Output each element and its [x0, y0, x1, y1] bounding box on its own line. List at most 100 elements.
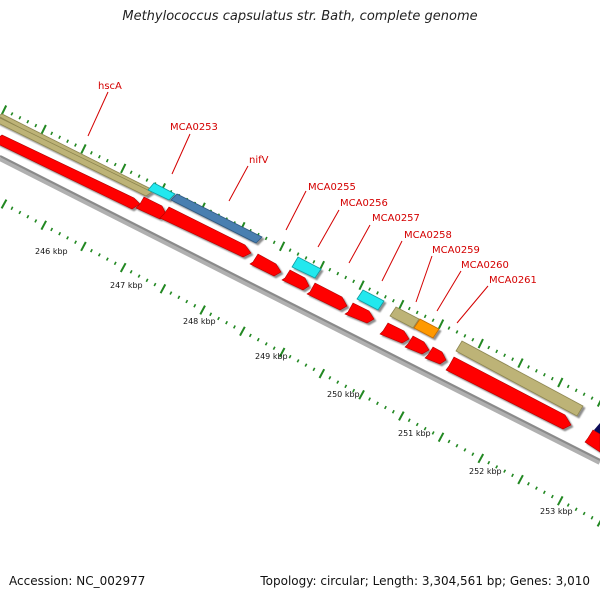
minor-tick — [463, 334, 467, 338]
minor-tick — [304, 256, 308, 260]
minor-tick — [209, 312, 213, 317]
minor-tick — [344, 275, 348, 280]
feature-MCA0255-cyan[interactable] — [291, 256, 322, 279]
minor-tick — [169, 291, 173, 295]
scale-label-249: 249 kbp — [255, 352, 288, 361]
minor-tick — [248, 333, 252, 338]
feature-MCA0253-cyan[interactable] — [147, 182, 176, 201]
scale-labels: 246 kbp 247 kbp 248 kbp 249 kbp 250 kbp … — [35, 247, 573, 516]
minor-tick — [137, 274, 141, 278]
gene-label-MCA0261[interactable]: MCA0261 — [489, 275, 537, 286]
cds-arrow-10[interactable] — [424, 346, 447, 365]
minor-tick — [566, 503, 570, 507]
minor-tick — [296, 252, 300, 256]
minor-tick — [18, 210, 22, 215]
minor-tick — [471, 337, 475, 342]
feature-MCA0257-cyan[interactable] — [356, 289, 385, 311]
major-tick — [398, 411, 405, 421]
gene-label-nifV[interactable]: nifV — [249, 155, 269, 166]
cds-arrow-7[interactable] — [344, 302, 375, 324]
major-tick — [159, 283, 167, 294]
minor-tick — [145, 178, 149, 182]
gene-label-MCA0255[interactable]: MCA0255 — [308, 182, 356, 193]
minor-tick — [566, 384, 570, 389]
minor-tick — [415, 310, 419, 315]
cds-arrow-12[interactable] — [584, 429, 600, 453]
lower-tick-scale — [0, 199, 600, 527]
minor-tick — [407, 418, 411, 423]
gene-label-MCA0258[interactable]: MCA0258 — [404, 230, 452, 241]
minor-tick — [336, 271, 340, 276]
minor-tick — [113, 261, 117, 266]
minor-tick — [97, 253, 101, 257]
minor-tick — [74, 240, 78, 244]
minor-tick — [288, 248, 292, 252]
minor-tick — [344, 384, 348, 389]
minor-tick — [582, 392, 586, 397]
feature-tan-bar[interactable] — [0, 117, 153, 197]
cds-arrow-5[interactable] — [281, 269, 310, 291]
minor-tick — [26, 214, 30, 219]
minor-tick — [232, 325, 236, 329]
minor-tick — [288, 354, 292, 359]
minor-tick — [511, 473, 515, 478]
gene-label-MCA0260[interactable]: MCA0260 — [461, 260, 509, 271]
minor-tick — [18, 115, 22, 120]
major-tick — [0, 105, 8, 115]
minor-tick — [34, 219, 38, 223]
minor-tick — [89, 151, 93, 155]
minor-tick — [511, 357, 515, 361]
cds-arrow-3[interactable] — [159, 206, 252, 258]
major-tick — [80, 241, 87, 252]
label-leaders — [87, 91, 489, 324]
feature-MCA0259-orange[interactable] — [413, 318, 440, 339]
gene-label-MCA0257[interactable]: MCA0257 — [372, 213, 420, 224]
genome-summary-text: Topology: circular; Length: 3,304,561 bp… — [260, 574, 590, 588]
minor-tick — [534, 369, 538, 373]
major-tick — [279, 241, 286, 252]
cds-arrow-8[interactable] — [379, 322, 410, 344]
major-tick — [477, 453, 485, 464]
minor-tick — [113, 162, 117, 167]
gene-label-MCA0259[interactable]: MCA0259 — [432, 245, 480, 256]
feature-MCA0258-tan[interactable] — [389, 306, 420, 329]
minor-tick — [312, 260, 316, 264]
minor-tick — [431, 431, 435, 435]
minor-tick — [495, 465, 499, 469]
cds-arrow-4[interactable] — [249, 253, 282, 277]
minor-tick — [145, 278, 149, 283]
feature-navy[interactable] — [594, 423, 600, 436]
minor-tick — [368, 287, 372, 291]
gene-label-MCA0253[interactable]: MCA0253 — [170, 122, 218, 133]
scale-label-247: 247 kbp — [110, 281, 143, 290]
minor-tick — [264, 342, 268, 346]
minor-tick — [105, 158, 109, 163]
minor-tick — [272, 240, 276, 245]
minor-tick — [590, 515, 594, 520]
cds-arrow-6[interactable] — [306, 282, 348, 311]
scale-label-253: 253 kbp — [540, 507, 573, 516]
minor-tick — [526, 482, 530, 486]
minor-tick — [487, 460, 491, 465]
cds-arrow-2[interactable] — [135, 196, 167, 220]
minor-tick — [34, 123, 38, 128]
minor-tick — [368, 397, 372, 401]
minor-tick — [304, 363, 308, 367]
minor-tick — [336, 380, 340, 384]
minor-tick — [582, 511, 586, 516]
gene-labels: hscA MCA0253 nifV MCA0255 MCA0256 MCA025… — [98, 81, 537, 286]
minor-tick — [495, 349, 499, 354]
minor-tick — [352, 279, 356, 284]
cds-arrow-11[interactable] — [445, 356, 572, 430]
minor-tick — [447, 326, 451, 330]
minor-tick — [407, 306, 411, 311]
gene-label-MCA0256[interactable]: MCA0256 — [340, 198, 388, 209]
cds-arrow-9[interactable] — [404, 335, 430, 355]
major-tick — [596, 519, 600, 527]
feature-nifV-blue[interactable] — [170, 193, 263, 244]
feature-MCA0260-tan[interactable] — [455, 340, 584, 417]
minor-tick — [423, 426, 427, 431]
major-tick — [80, 143, 87, 154]
gene-label-hscA[interactable]: hscA — [98, 81, 122, 92]
minor-tick — [590, 396, 594, 400]
